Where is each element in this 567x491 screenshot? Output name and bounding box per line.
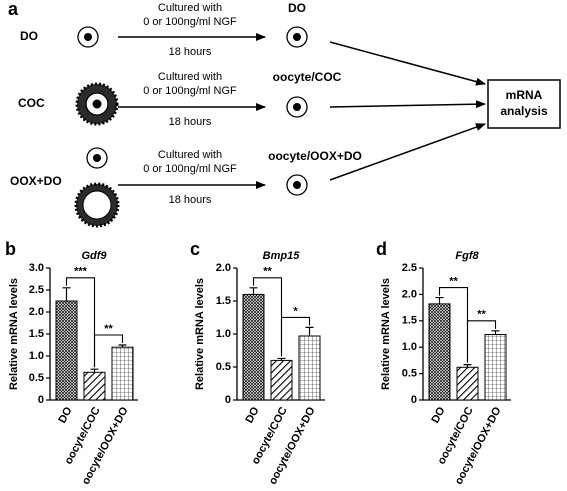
coc-icon xyxy=(75,82,119,126)
chart-title: Gdf9 xyxy=(81,250,107,262)
y-tick-label: 1.5 xyxy=(29,328,44,340)
oocyte-icon xyxy=(86,147,108,169)
time-text: 18 hours xyxy=(169,116,212,128)
y-tick-label: 1.5 xyxy=(216,295,231,307)
significance-label: ** xyxy=(263,266,272,278)
culture-text: 0 or 100ng/ml NGF xyxy=(143,85,237,97)
error-bar xyxy=(277,357,286,361)
error-bar xyxy=(62,287,71,301)
y-tick-label: 1.5 xyxy=(402,315,417,327)
diagram: a DO Cultured with 0 or 100ng/ml NGF 18 … xyxy=(8,0,561,228)
oocyte-icon xyxy=(286,96,308,118)
y-tick-label: 0 xyxy=(411,394,417,406)
bar xyxy=(242,293,265,401)
y-tick-label: 2.0 xyxy=(402,288,417,300)
arrow xyxy=(329,123,486,181)
y-axis-label: Relative mRNA levels xyxy=(8,278,20,390)
y-tick-label: 2.0 xyxy=(216,262,231,274)
y-tick-label: 0 xyxy=(225,394,231,406)
y-tick-label: 0 xyxy=(38,394,44,406)
error-bar xyxy=(249,287,258,295)
error-bar xyxy=(90,368,99,373)
oocyte-icon xyxy=(77,26,99,48)
bar xyxy=(83,371,106,401)
y-tick-label: 0.5 xyxy=(402,368,417,380)
arrow xyxy=(329,100,486,109)
result-label: oocyte/OOX+DO xyxy=(268,149,362,163)
significance-label: * xyxy=(293,305,298,317)
y-tick-label: 1.0 xyxy=(402,341,417,353)
chart-title: Fgf8 xyxy=(455,250,479,262)
panel-label: b xyxy=(5,239,16,259)
culture-text: 0 or 100ng/ml NGF xyxy=(143,16,237,28)
bar xyxy=(456,366,479,401)
row-label: COC xyxy=(18,96,45,110)
bar xyxy=(55,300,78,401)
y-axis-label: Relative mRNA levels xyxy=(194,278,206,390)
result-label: DO xyxy=(288,1,306,15)
error-bar xyxy=(435,296,444,304)
significance-bracket xyxy=(466,320,497,363)
row-label: OOX+DO xyxy=(10,174,62,188)
panel-label: c xyxy=(190,239,200,259)
oocyte-icon xyxy=(286,26,308,48)
significance-bracket xyxy=(65,277,96,368)
y-tick-label: 1.0 xyxy=(29,350,44,362)
x-tick-label: DO xyxy=(429,405,448,426)
y-tick-label: 0.5 xyxy=(216,361,231,373)
culture-text: Cultured with xyxy=(158,2,222,14)
y-tick-label: 3.0 xyxy=(29,262,44,274)
significance-label: ** xyxy=(477,309,486,321)
oocyte-icon xyxy=(286,174,308,196)
significance-label: ** xyxy=(449,275,458,287)
bar xyxy=(428,303,451,401)
x-tick-label: DO xyxy=(56,405,75,426)
culture-text: Cultured with xyxy=(158,71,222,83)
error-bar xyxy=(491,330,500,335)
result-label: oocyte/COC xyxy=(273,70,342,84)
significance-label: *** xyxy=(74,266,88,278)
analysis-text: analysis xyxy=(500,104,548,118)
significance-label: ** xyxy=(104,323,113,335)
bar xyxy=(484,334,507,401)
culture-text: Cultured with xyxy=(158,149,222,161)
panel-label: d xyxy=(376,239,387,259)
culture-text: 0 or 100ng/ml NGF xyxy=(143,163,237,175)
bar xyxy=(298,335,321,401)
significance-bracket xyxy=(93,334,124,368)
y-tick-label: 2.5 xyxy=(402,262,417,274)
y-tick-label: 2.5 xyxy=(29,284,44,296)
time-text: 18 hours xyxy=(169,194,212,206)
y-axis-label: Relative mRNA levels xyxy=(380,278,392,390)
row-label: DO xyxy=(20,29,38,43)
x-tick-label: DO xyxy=(243,405,262,426)
error-bar xyxy=(118,344,127,348)
chart-title: Bmp15 xyxy=(263,250,301,262)
bar xyxy=(270,359,293,401)
analysis-box xyxy=(487,79,561,129)
y-tick-label: 1.0 xyxy=(216,328,231,340)
error-bar xyxy=(305,326,314,336)
error-bar xyxy=(463,364,472,368)
bar xyxy=(111,346,134,401)
y-tick-label: 0.5 xyxy=(29,372,44,384)
significance-bracket xyxy=(280,316,311,357)
oox-icon xyxy=(74,182,120,228)
time-text: 18 hours xyxy=(169,46,212,58)
panel-label: a xyxy=(8,0,19,19)
analysis-text: mRNA xyxy=(506,88,543,102)
arrow xyxy=(329,41,486,86)
y-tick-label: 2.0 xyxy=(29,306,44,318)
